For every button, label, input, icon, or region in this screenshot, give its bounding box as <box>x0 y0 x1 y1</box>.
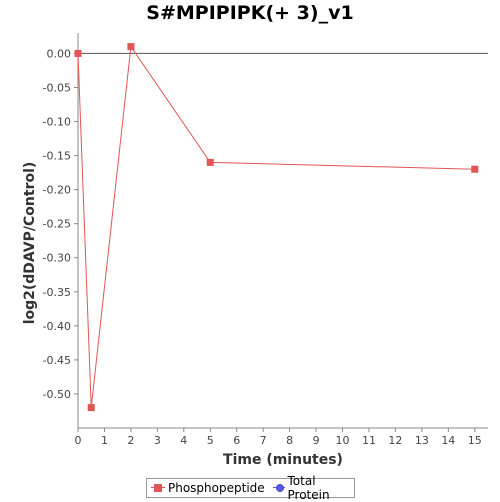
data-point <box>74 49 82 57</box>
y-tick-label: -0.15 <box>43 150 71 163</box>
circle-marker-icon <box>272 483 285 493</box>
y-tick-label: 0.00 <box>47 47 72 60</box>
legend-label-total-protein: Total Protein <box>287 474 330 502</box>
legend-label-phosphopeptide: Phosphopeptide <box>168 481 265 495</box>
x-tick-label: 0 <box>75 434 82 447</box>
x-tick-label: 14 <box>441 434 455 447</box>
x-tick-label: 5 <box>207 434 214 447</box>
x-axis-label: Time (minutes) <box>223 452 343 468</box>
y-tick-label: -0.20 <box>43 184 71 197</box>
x-tick-label: 6 <box>233 434 240 447</box>
legend-item-phosphopeptide: Phosphopeptide <box>151 481 265 495</box>
y-tick-label: -0.45 <box>43 354 71 367</box>
x-tick-label: 12 <box>388 434 402 447</box>
y-tick-label: -0.50 <box>43 388 71 401</box>
y-tick-label: -0.40 <box>43 320 71 333</box>
data-point <box>87 404 95 412</box>
x-tick-label: 3 <box>154 434 161 447</box>
x-tick-label: 13 <box>415 434 429 447</box>
x-tick-label: 2 <box>127 434 134 447</box>
chart-title: S#MPIPIPK(+ 3)_v1 <box>146 2 354 24</box>
y-tick-label: -0.05 <box>43 81 71 94</box>
x-tick-label: 1 <box>101 434 108 447</box>
y-tick-label: -0.35 <box>43 286 71 299</box>
x-tick-label: 11 <box>362 434 376 447</box>
data-point <box>127 43 135 51</box>
data-point <box>206 158 214 166</box>
legend-item-total-protein: Total Protein <box>272 474 350 502</box>
square-marker-icon <box>151 483 165 493</box>
y-tick-label: -0.30 <box>43 252 71 265</box>
y-tick-label: -0.25 <box>43 218 71 231</box>
x-tick-label: 4 <box>180 434 187 447</box>
legend: Phosphopeptide Total Protein <box>146 474 355 502</box>
x-tick-label: 9 <box>313 434 320 447</box>
x-tick-label: 10 <box>336 434 350 447</box>
x-tick-label: 7 <box>260 434 267 447</box>
x-tick-label: 8 <box>286 434 293 447</box>
y-axis-label: log2(dDAVP/Control) <box>22 161 38 325</box>
y-tick-label: -0.10 <box>43 116 71 129</box>
x-tick-label: 15 <box>468 434 482 447</box>
data-point <box>471 165 479 173</box>
plot-background <box>78 33 488 428</box>
